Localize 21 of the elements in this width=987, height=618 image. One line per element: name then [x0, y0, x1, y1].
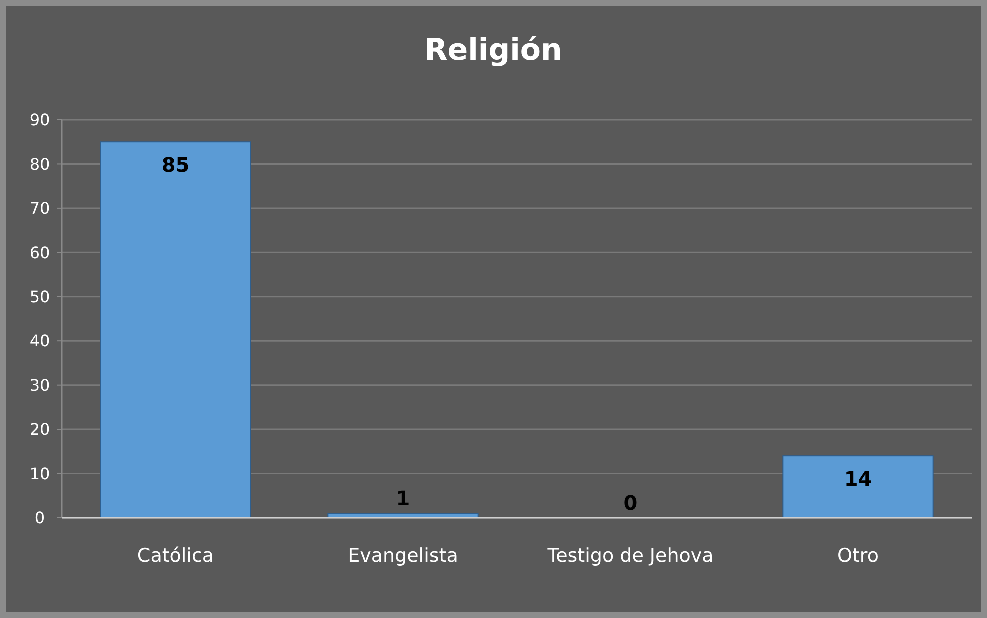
y-tick-label: 70: [30, 199, 50, 218]
data-label: 0: [624, 491, 638, 515]
x-tick-label: Católica: [137, 545, 214, 567]
chart-title: Religión: [424, 33, 562, 68]
y-tick-label: 40: [30, 332, 50, 351]
data-label: 14: [844, 467, 872, 492]
bar: [782, 456, 934, 518]
y-tick-label: 90: [30, 110, 50, 130]
y-tick-label: 80: [30, 154, 50, 174]
y-tick-label: 60: [30, 243, 50, 262]
y-tick-label: 10: [30, 464, 50, 484]
y-tick-label: 50: [30, 287, 50, 306]
x-tick-label: Evangelista: [348, 545, 458, 567]
data-label: 85: [162, 153, 190, 178]
y-tick-label: 30: [30, 376, 50, 395]
bar: [100, 142, 252, 518]
data-label: 1: [396, 486, 410, 511]
x-tick-label: Otro: [838, 545, 879, 567]
y-tick-label: 20: [30, 420, 50, 440]
x-tick-label: Testigo de Jehova: [546, 545, 714, 567]
y-tick-label: 0: [34, 508, 46, 528]
